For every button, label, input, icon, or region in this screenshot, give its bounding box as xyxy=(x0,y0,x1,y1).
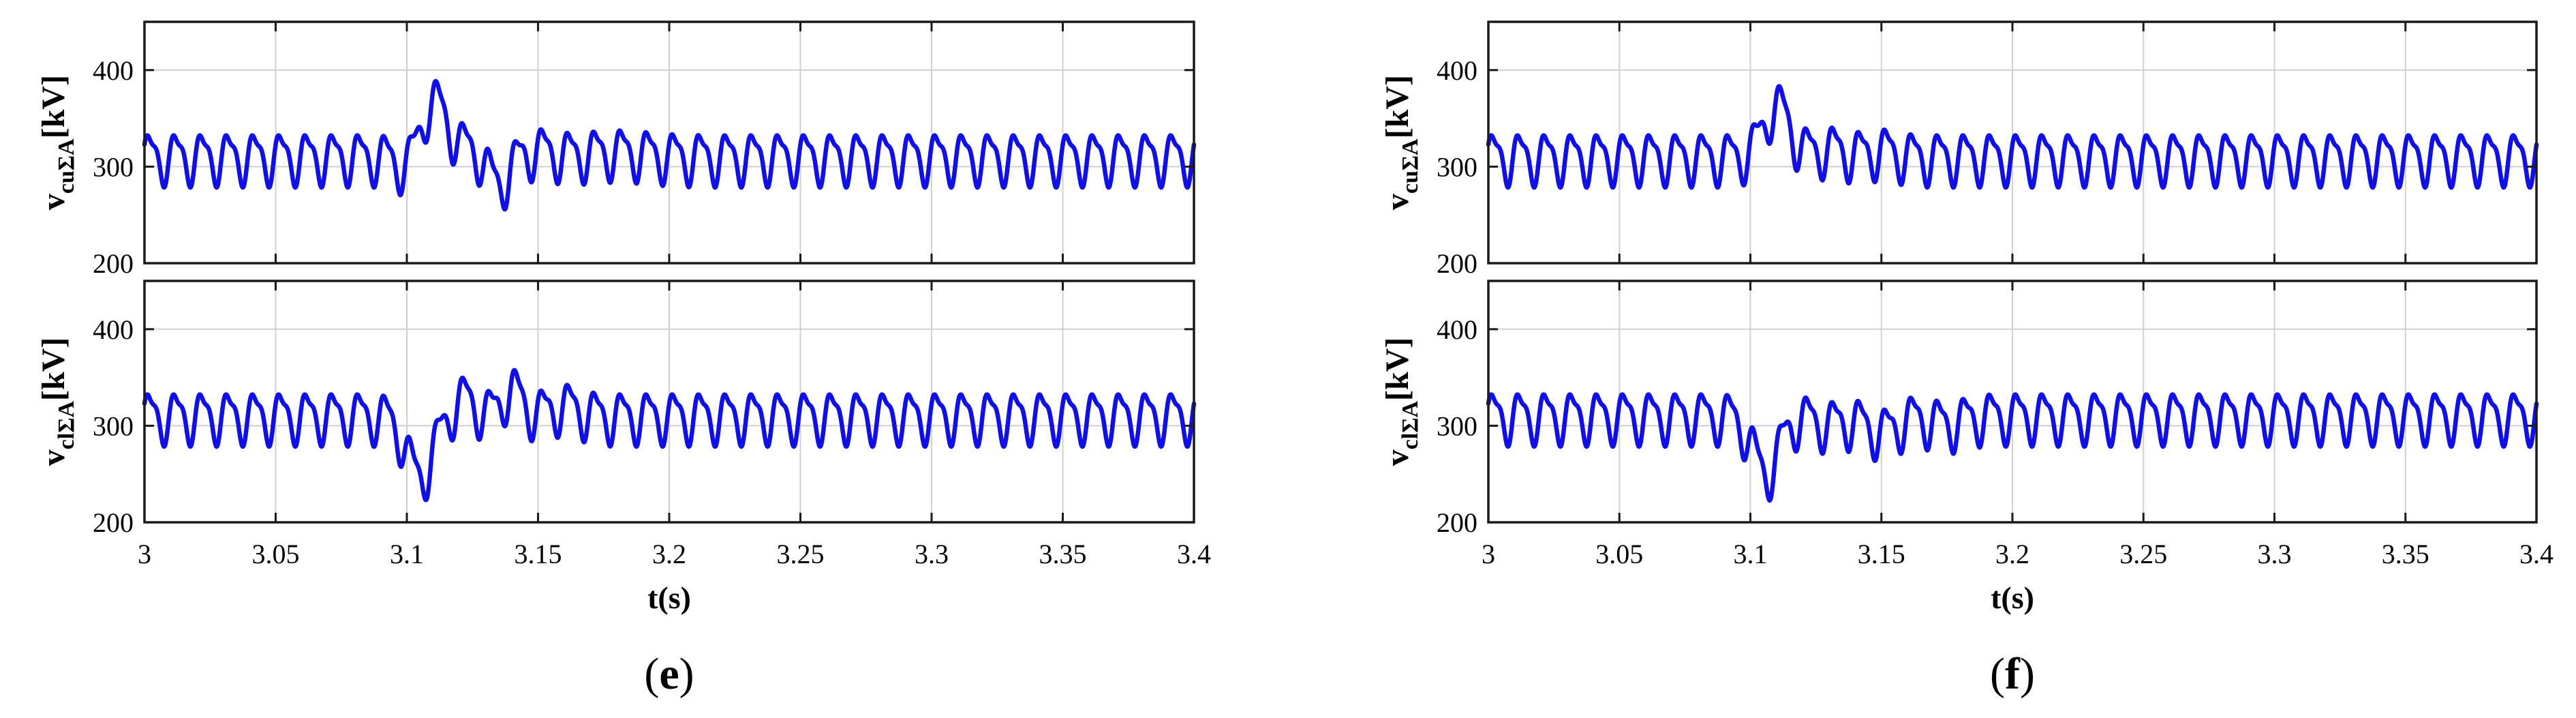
x-tick-label: 3.2 xyxy=(1995,539,2029,569)
x-tick-label: 3.15 xyxy=(515,539,562,569)
y-tick-label: 200 xyxy=(1437,507,1477,538)
y-tick-label: 300 xyxy=(1437,410,1477,441)
y-axis-label: vcuΣA[kV] xyxy=(1379,75,1423,210)
y-label-unit: [kV] xyxy=(35,338,72,401)
series-line xyxy=(1486,84,2539,190)
y-label-unit: [kV] xyxy=(35,75,72,138)
x-tick-label: 3.1 xyxy=(390,539,424,569)
y-tick-label: 400 xyxy=(1437,55,1477,86)
subplot-lower: 200 300 400 vclΣA[kV] xyxy=(1379,280,2539,538)
y-tick-label: 200 xyxy=(93,507,134,538)
y-axis-label: vclΣA[kV] xyxy=(1379,338,1423,466)
y-axis-label: vclΣA[kV] xyxy=(35,338,79,466)
x-tick-label: 3.3 xyxy=(915,539,949,569)
series-line xyxy=(142,78,1197,212)
subplot-lower: 200 300 400 vclΣA[kV] xyxy=(35,280,1197,538)
x-tick-label: 3.1 xyxy=(1734,539,1768,569)
y-tick-label: 200 xyxy=(93,248,134,279)
y-label-symbol: v xyxy=(1379,449,1415,466)
x-tick-label: 3.4 xyxy=(2519,539,2554,569)
y-label-subscript: cuΣA xyxy=(54,138,79,194)
x-tick-label: 3.3 xyxy=(2258,539,2292,569)
y-label-unit: [kV] xyxy=(1379,75,1415,138)
y-tick-label: 300 xyxy=(93,151,134,182)
y-tick-label: 400 xyxy=(93,314,134,345)
x-axis-label: t(s) xyxy=(1991,580,2034,615)
x-tick-label: 3 xyxy=(138,539,151,569)
x-axis-label: t(s) xyxy=(647,580,691,615)
x-tick-label: 3.2 xyxy=(652,539,686,569)
y-tick-label: 400 xyxy=(1437,314,1477,345)
x-tick-label: 3.15 xyxy=(1858,539,1905,569)
x-tick-label: 3.05 xyxy=(1595,539,1643,569)
y-label-symbol: v xyxy=(35,194,72,210)
y-label-symbol: v xyxy=(35,449,72,466)
y-label-subscript: clΣA xyxy=(1398,401,1423,450)
x-tick-label: 3.05 xyxy=(252,539,300,569)
y-label-subscript: cuΣA xyxy=(1398,138,1423,194)
x-tick-label: 3 xyxy=(1482,539,1495,569)
x-tick-label: 3.25 xyxy=(2119,539,2167,569)
y-tick-label: 300 xyxy=(93,410,134,441)
y-tick-label: 200 xyxy=(1437,248,1477,279)
panel-label: (e) xyxy=(644,649,694,699)
x-tick-label: 3.25 xyxy=(777,539,825,569)
subplot-upper: 200 300 400 vcuΣA[kV] xyxy=(1379,20,2539,279)
subplot-upper: 200 300 400 vcuΣA[kV] xyxy=(35,20,1197,279)
y-axis-label: vcuΣA[kV] xyxy=(35,75,79,210)
panel-label: (f) xyxy=(1990,649,2035,699)
y-tick-label: 300 xyxy=(1437,151,1477,182)
y-label-symbol: v xyxy=(1379,194,1415,210)
x-tick-label: 3.4 xyxy=(1177,539,1211,569)
y-label-subscript: clΣA xyxy=(54,401,79,450)
series-line xyxy=(1486,392,2539,503)
y-label-unit: [kV] xyxy=(1379,338,1415,401)
y-tick-label: 400 xyxy=(93,55,134,86)
x-tick-label: 3.35 xyxy=(2382,539,2429,569)
x-tick-label: 3.35 xyxy=(1039,539,1087,569)
series-line xyxy=(142,368,1197,503)
